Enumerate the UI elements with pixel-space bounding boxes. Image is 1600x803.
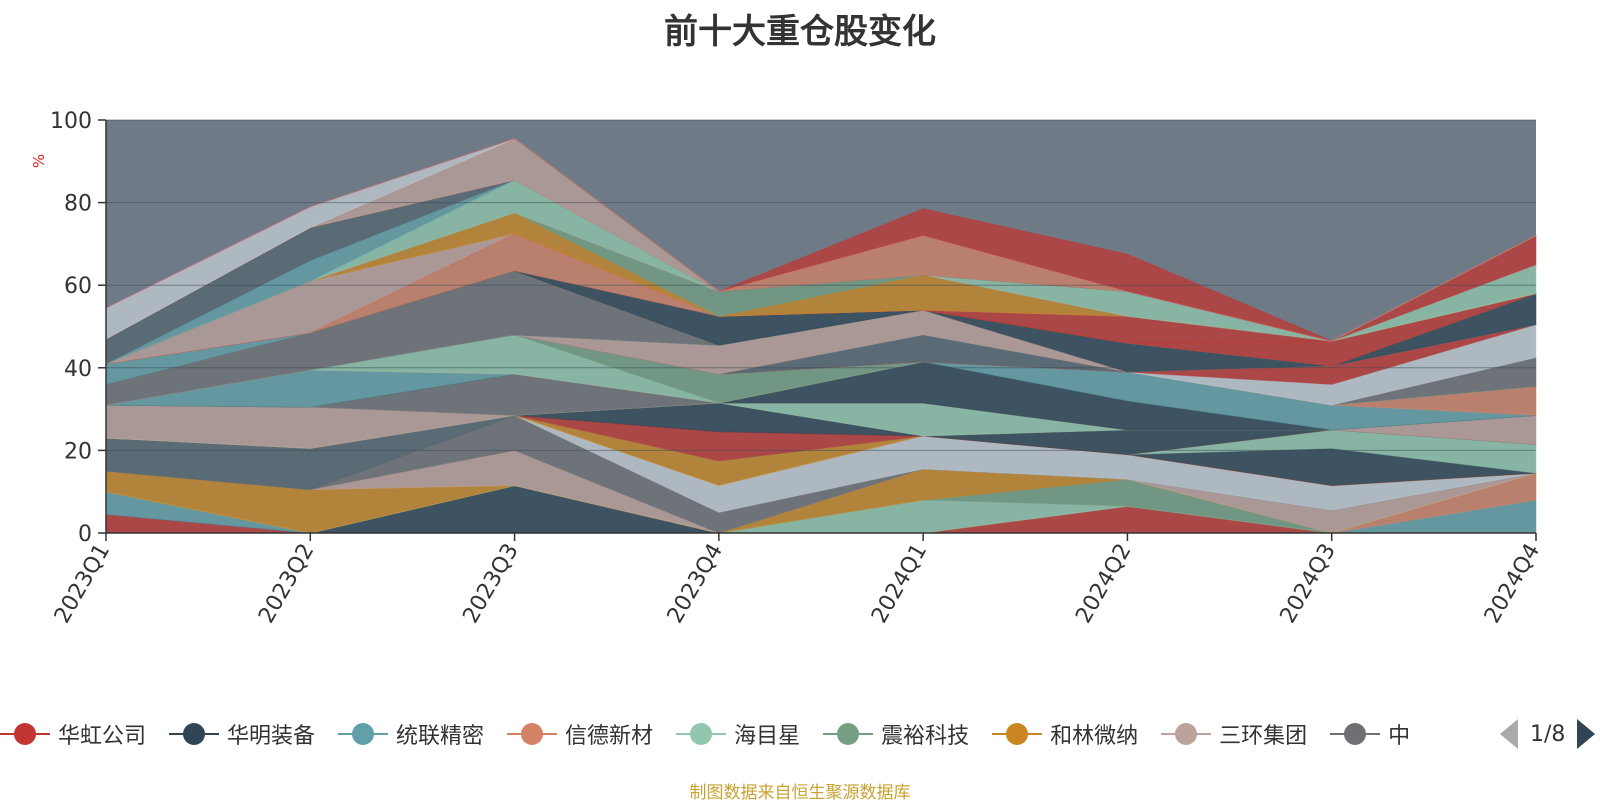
legend-label: 震裕科技 [881, 724, 970, 749]
legend-item[interactable]: 和林微纳 [992, 718, 1138, 750]
y-tick-label: 40 [64, 357, 92, 382]
legend: 华虹公司 华明装备 统联精密 信德新材 海目星 震裕科技 和林微纳 三环集团 中 1/8 [0, 714, 1600, 754]
legend-label: 信德新材 [565, 724, 654, 749]
x-tick-label: 2023Q1 [50, 540, 115, 628]
legend-pager: 1/8 [1500, 714, 1600, 754]
y-tick-label: 0 [78, 522, 92, 547]
legend-marker-icon [507, 722, 558, 746]
legend-label: 华虹公司 [58, 724, 147, 749]
x-tick-label: 2024Q1 [867, 540, 932, 628]
data-source-note: 制图数据来自恒生聚源数据库 [689, 783, 911, 803]
legend-item[interactable]: 华虹公司 [0, 718, 146, 750]
legend-marker-icon [676, 722, 727, 746]
legend-label: 海目星 [734, 724, 801, 749]
legend-label: 华明装备 [227, 724, 316, 749]
legend-marker-icon [992, 722, 1043, 746]
x-tick-label: 2024Q3 [1276, 540, 1341, 628]
legend-label: 三环集团 [1219, 724, 1308, 749]
y-tick-label: 60 [64, 274, 92, 299]
legend-item[interactable]: 华明装备 [169, 718, 315, 750]
legend-marker-icon [823, 722, 874, 746]
y-tick-label: 100 [50, 109, 92, 134]
legend-prev-page-icon[interactable] [1500, 719, 1518, 749]
y-tick-label: 20 [64, 439, 92, 464]
legend-page-indicator: 1/8 [1530, 721, 1566, 747]
legend-label: 统联精密 [396, 724, 485, 749]
legend-marker-icon [169, 722, 220, 746]
legend-next-page-icon[interactable] [1577, 719, 1596, 749]
y-tick-label: 80 [64, 192, 92, 217]
x-tick-label: 2024Q2 [1071, 540, 1136, 628]
legend-marker-icon [0, 722, 50, 746]
area-series-53[interactable] [105, 138, 1537, 342]
chart-plot: 0 20 40 60 80 100 2023Q1 2023Q2 2023Q3 2023Q4 2024… [30, 109, 1545, 628]
legend-item[interactable]: 中 [1330, 718, 1410, 750]
legend-marker-icon [1330, 722, 1381, 746]
y-axis-unit: % [30, 154, 48, 168]
legend-label: 和林微纳 [1050, 724, 1139, 749]
legend-item[interactable]: 三环集团 [1161, 718, 1307, 750]
legend-item[interactable]: 海目星 [676, 718, 800, 750]
legend-marker-icon [338, 722, 389, 746]
legend-label: 中 [1388, 724, 1411, 749]
x-tick-label: 2024Q4 [1480, 540, 1545, 628]
chart-title: 前十大重仓股变化 [664, 12, 936, 52]
x-tick-label: 2023Q2 [254, 540, 319, 628]
legend-item[interactable]: 统联精密 [338, 718, 484, 750]
x-tick-label: 2023Q3 [458, 540, 523, 628]
x-tick-label: 2023Q4 [663, 540, 728, 628]
legend-marker-icon [1161, 722, 1212, 746]
legend-item[interactable]: 信德新材 [507, 718, 653, 750]
legend-item[interactable]: 震裕科技 [823, 718, 969, 750]
